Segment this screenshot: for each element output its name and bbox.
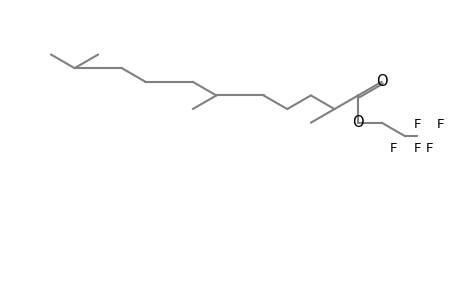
Text: F: F [436, 118, 444, 131]
Text: F: F [413, 118, 420, 131]
Text: F: F [389, 142, 397, 155]
Text: O: O [375, 74, 387, 89]
Text: O: O [352, 115, 363, 130]
Text: F: F [424, 142, 432, 155]
Text: F: F [413, 142, 420, 155]
